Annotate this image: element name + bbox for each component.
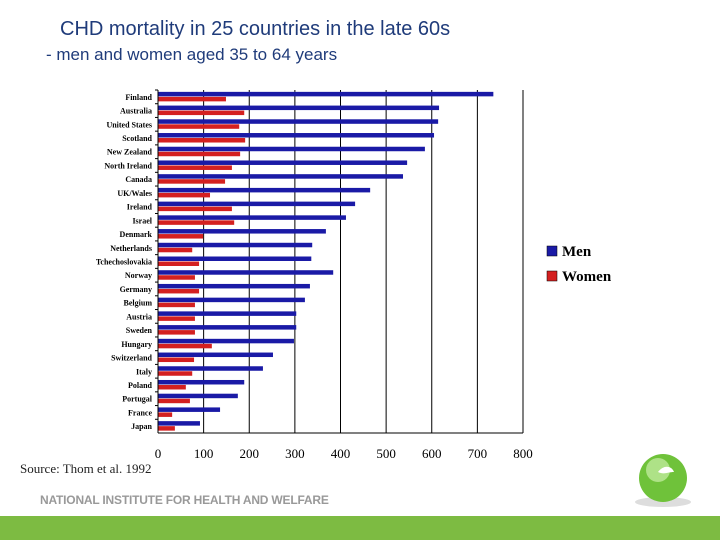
category-label: Hungary (121, 340, 152, 349)
institution-name: NATIONAL INSTITUTE FOR HEALTH AND WELFAR… (40, 493, 329, 507)
bar-women (158, 371, 193, 376)
x-tick-label: 400 (331, 446, 351, 461)
bar-women (158, 151, 241, 157)
slide-subtitle: - men and women aged 35 to 64 years (46, 45, 338, 64)
bar-chart: 0 100 200 300 400 500 600 700 800 Finland Australi… (96, 89, 612, 461)
bar-men (158, 215, 346, 220)
category-label: United States (106, 120, 152, 129)
bar-men (158, 105, 440, 111)
category-label: Germany (120, 285, 152, 294)
category-label: Canada (125, 175, 152, 184)
category-label: Sweden (126, 326, 153, 335)
bar-men (158, 407, 221, 412)
bar-men (158, 133, 435, 138)
x-tick-label: 0 (155, 446, 162, 461)
legend-swatch (546, 270, 558, 282)
category-label: Finland (125, 93, 152, 102)
legend-swatch (546, 245, 558, 257)
bar-women (158, 206, 232, 212)
bar-men (158, 352, 273, 358)
bar-women (158, 426, 175, 431)
bar-women (158, 96, 226, 102)
source-note: Source: Thom et al. 1992 (20, 461, 152, 476)
category-label: Austria (126, 312, 152, 321)
x-tick-label: 100 (194, 446, 214, 461)
bar-men (158, 421, 200, 426)
category-label: France (128, 408, 152, 417)
category-label: Belgium (124, 299, 153, 308)
bar-men (158, 91, 494, 97)
category-label: Switzerland (111, 354, 152, 363)
bar-men (158, 174, 404, 179)
bar-women (158, 316, 195, 321)
bar-women (158, 343, 212, 349)
bar-men (158, 270, 334, 275)
category-label: Scotland (122, 134, 152, 143)
x-tick-label: 500 (376, 446, 396, 461)
category-label: UK/Wales (117, 189, 152, 198)
category-label: Denmark (120, 230, 153, 239)
bar-women (158, 179, 226, 184)
bar-men (158, 297, 305, 303)
x-tick-label: 300 (285, 446, 305, 461)
bar-men (158, 119, 439, 124)
bar-women (158, 384, 186, 390)
legend-label: Women (562, 269, 612, 285)
bar-women (158, 330, 195, 335)
bar-women (158, 412, 173, 417)
bar-men (158, 160, 408, 165)
bar-men (158, 338, 294, 344)
category-label: Ireland (127, 203, 153, 212)
bar-men (158, 283, 310, 289)
bar-men (158, 187, 371, 193)
bar-women (158, 110, 245, 116)
category-label: New Zealand (107, 148, 153, 157)
legend-label: Men (562, 244, 592, 260)
bar-women (158, 288, 200, 294)
category-label: Israel (132, 216, 152, 225)
bar-women (158, 234, 204, 239)
category-label: Italy (136, 367, 152, 376)
bar-women (158, 165, 232, 170)
x-tick-label: 600 (422, 446, 442, 461)
bar-men (158, 393, 238, 399)
x-tick-label: 700 (468, 446, 488, 461)
category-label: North Ireland (104, 161, 152, 170)
category-label: Netherlands (110, 244, 152, 253)
category-label: Norway (125, 271, 152, 280)
bar-women (158, 247, 193, 253)
category-label: Japan (131, 422, 152, 431)
bar-women (158, 124, 240, 129)
bar-men (158, 311, 297, 316)
bar-men (158, 146, 425, 152)
bar-women (158, 275, 195, 280)
bar-men (158, 256, 312, 261)
bar-women (158, 220, 235, 225)
bar-women (158, 302, 195, 308)
category-label: Portugal (122, 395, 153, 404)
x-tick-label: 200 (240, 446, 260, 461)
bar-women (158, 261, 200, 266)
bar-men (158, 379, 245, 385)
slide-title: CHD mortality in 25 countries in the lat… (60, 18, 451, 40)
footer-band (0, 516, 720, 540)
bar-women (158, 138, 246, 143)
bar-men (158, 201, 356, 207)
category-label: Tchechoslovakia (96, 258, 152, 267)
category-label: Poland (128, 381, 153, 390)
bar-men (158, 325, 297, 330)
bar-women (158, 398, 190, 404)
bar-women (158, 192, 211, 198)
bar-men (158, 242, 313, 248)
bar-men (158, 229, 326, 234)
bar-men (158, 366, 263, 371)
globe-logo (635, 454, 691, 507)
x-tick-label: 800 (513, 446, 533, 461)
bar-women (158, 357, 195, 363)
category-label: Australia (120, 107, 152, 116)
